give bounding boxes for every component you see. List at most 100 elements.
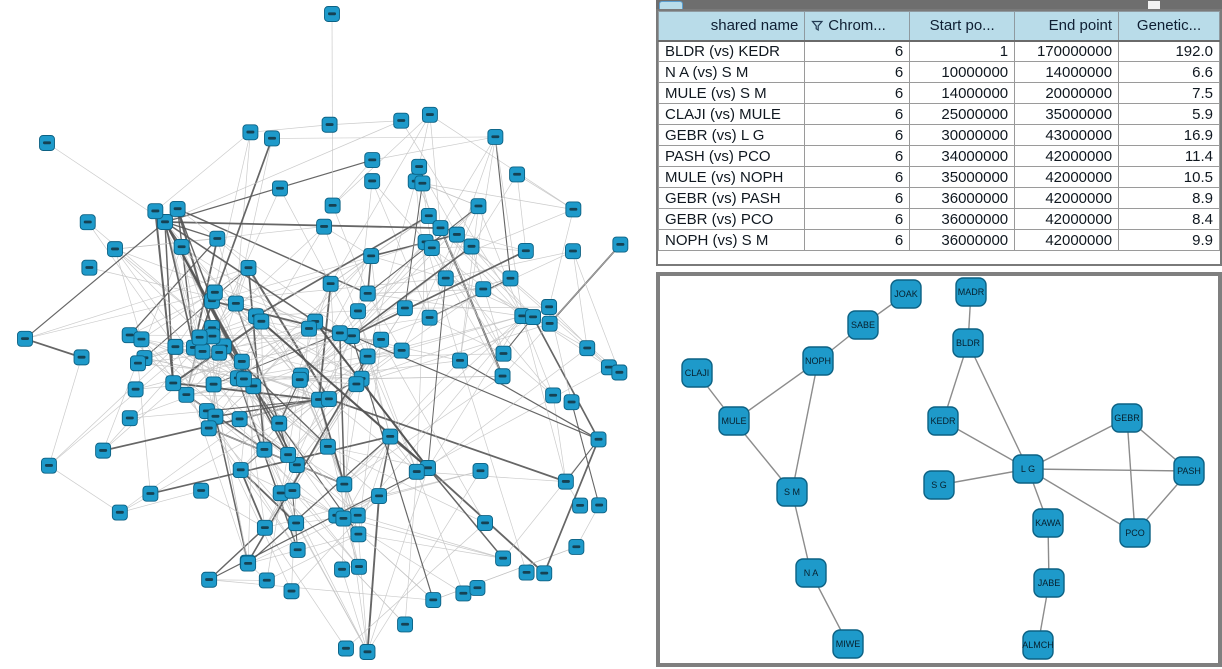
table-row[interactable]: CLAJI (vs) MULE 6 25000000 35000000 5.9 xyxy=(658,103,1220,125)
network-node[interactable] xyxy=(165,375,182,392)
network-node[interactable] xyxy=(525,309,541,326)
filter-funnel-icon[interactable] xyxy=(811,20,824,32)
network-node[interactable] xyxy=(563,394,580,411)
network-node[interactable]: MADR xyxy=(955,277,987,307)
network-node[interactable] xyxy=(207,408,224,425)
network-node[interactable] xyxy=(240,555,257,572)
network-node[interactable] xyxy=(565,243,581,260)
network-node[interactable] xyxy=(178,386,195,403)
network-node[interactable] xyxy=(397,616,414,633)
network-node[interactable] xyxy=(301,320,317,337)
network-node[interactable] xyxy=(211,344,228,361)
network-node[interactable] xyxy=(283,583,300,600)
network-node[interactable]: PASH xyxy=(1173,456,1205,486)
network-node[interactable] xyxy=(359,644,376,660)
network-node[interactable] xyxy=(167,338,184,355)
network-node[interactable]: ALMCH xyxy=(1022,630,1054,660)
network-node[interactable] xyxy=(423,240,440,256)
network-node[interactable] xyxy=(363,248,380,265)
network-node[interactable] xyxy=(437,270,454,287)
network-node[interactable] xyxy=(256,441,273,458)
network-node[interactable] xyxy=(335,510,352,527)
network-node[interactable] xyxy=(227,295,244,312)
network-node[interactable] xyxy=(591,497,608,514)
network-node[interactable] xyxy=(142,485,159,502)
network-node[interactable]: JOAK xyxy=(890,279,922,309)
network-node[interactable]: BLDR xyxy=(952,328,984,358)
network-node[interactable] xyxy=(319,438,336,455)
network-node[interactable] xyxy=(545,387,562,404)
filtered-network-graph[interactable]: JOAK SABE NOPH CLAJI MULE S M N A MIWE MADR BLDR K… xyxy=(660,276,1218,663)
network-node[interactable] xyxy=(565,201,582,218)
network-node[interactable] xyxy=(324,197,341,214)
column-header-4[interactable]: Genetic... xyxy=(1118,11,1220,42)
network-node[interactable] xyxy=(536,565,553,582)
column-header-3[interactable]: End point xyxy=(1014,11,1120,42)
column-header-0[interactable]: shared name xyxy=(658,11,806,42)
table-row[interactable]: GEBR (vs) L G 6 30000000 43000000 16.9 xyxy=(658,124,1220,146)
network-node[interactable] xyxy=(201,571,218,588)
network-node[interactable] xyxy=(264,130,280,147)
network-node[interactable] xyxy=(477,515,493,532)
network-node[interactable] xyxy=(320,391,337,408)
network-node[interactable] xyxy=(463,238,480,255)
network-node[interactable] xyxy=(316,218,333,235)
network-node[interactable] xyxy=(448,226,465,243)
network-node[interactable] xyxy=(411,158,428,175)
network-node[interactable] xyxy=(41,457,57,474)
network-node[interactable] xyxy=(393,342,410,359)
network-node[interactable] xyxy=(121,410,138,427)
network-node[interactable]: KEDR xyxy=(927,406,959,436)
table-row[interactable]: NOPH (vs) S M 6 36000000 42000000 9.9 xyxy=(658,229,1220,251)
network-node[interactable] xyxy=(517,242,534,259)
network-node[interactable] xyxy=(253,313,270,330)
network-node[interactable]: S M xyxy=(776,477,808,507)
network-node[interactable] xyxy=(382,428,399,445)
table-row[interactable]: N A (vs) S M 6 10000000 14000000 6.6 xyxy=(658,61,1220,83)
network-node[interactable] xyxy=(364,152,381,169)
network-node[interactable] xyxy=(611,364,628,381)
network-node[interactable] xyxy=(371,488,388,505)
network-node[interactable] xyxy=(200,420,217,437)
network-node[interactable] xyxy=(284,482,301,499)
network-node[interactable] xyxy=(338,640,354,657)
network-node[interactable] xyxy=(502,270,519,287)
network-node[interactable]: SABE xyxy=(847,310,879,340)
network-node[interactable] xyxy=(572,497,589,514)
network-node[interactable] xyxy=(17,330,33,347)
network-node[interactable] xyxy=(494,368,511,385)
network-node[interactable] xyxy=(209,230,226,247)
network-node[interactable] xyxy=(495,550,512,567)
network-node[interactable]: GEBR xyxy=(1111,403,1143,433)
network-node[interactable]: KAWA xyxy=(1032,508,1064,538)
table-tab-stub[interactable] xyxy=(659,1,683,9)
filtered-network-panel[interactable]: JOAK SABE NOPH CLAJI MULE S M N A MIWE MADR BLDR K… xyxy=(656,272,1222,667)
network-node[interactable]: L G xyxy=(1012,454,1044,484)
network-node[interactable] xyxy=(193,482,210,499)
network-node[interactable] xyxy=(272,180,288,197)
network-node[interactable] xyxy=(495,345,512,362)
network-node[interactable] xyxy=(359,285,376,302)
network-node[interactable] xyxy=(541,315,558,332)
network-node[interactable] xyxy=(231,411,248,428)
network-node[interactable] xyxy=(242,124,259,141)
network-node[interactable] xyxy=(408,463,425,480)
network-node[interactable] xyxy=(396,300,413,317)
network-node[interactable] xyxy=(421,106,438,123)
network-node[interactable] xyxy=(291,371,308,388)
network-node[interactable] xyxy=(568,539,585,555)
network-node[interactable] xyxy=(79,214,96,231)
network-node[interactable] xyxy=(321,116,338,133)
network-node[interactable] xyxy=(133,331,150,348)
main-network-panel[interactable] xyxy=(0,0,652,669)
network-node[interactable] xyxy=(364,173,381,190)
network-node[interactable] xyxy=(95,442,112,459)
network-node[interactable] xyxy=(169,200,186,217)
network-node[interactable] xyxy=(127,381,144,398)
network-node[interactable] xyxy=(590,431,607,448)
network-node[interactable] xyxy=(541,299,558,315)
network-node[interactable] xyxy=(81,259,98,276)
network-node[interactable] xyxy=(322,275,339,292)
network-node[interactable] xyxy=(557,473,574,490)
table-row[interactable]: PASH (vs) PCO 6 34000000 42000000 11.4 xyxy=(658,145,1220,167)
